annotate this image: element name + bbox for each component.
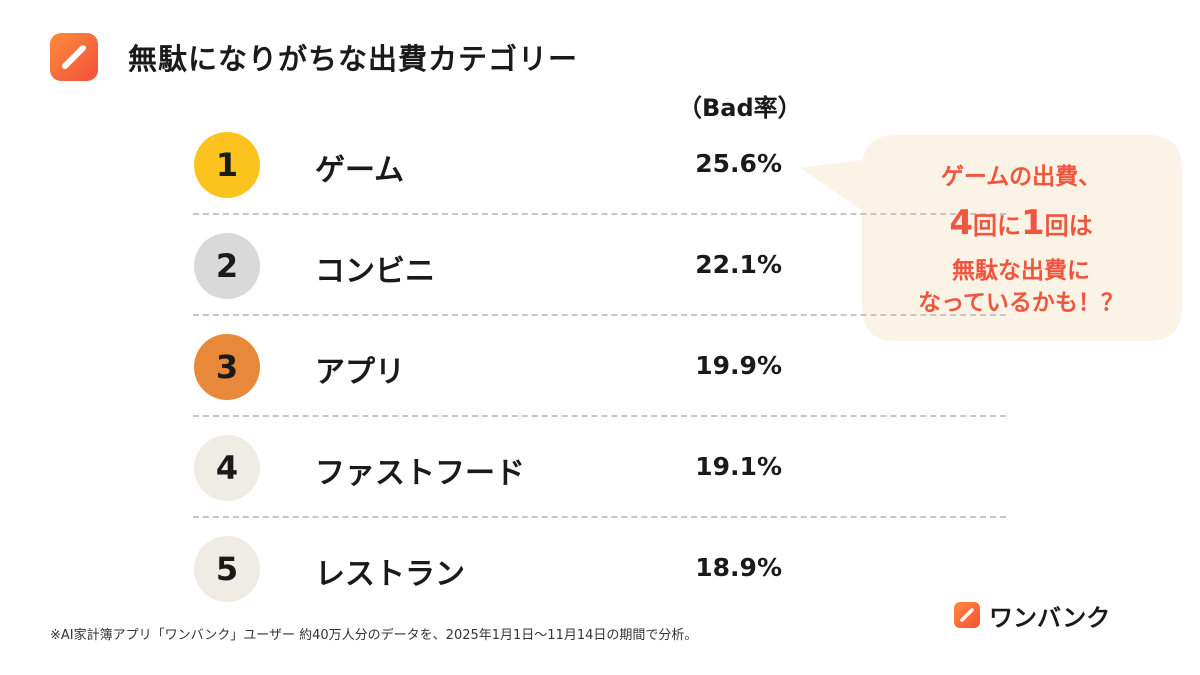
callout-line3: 無駄な出費に <box>952 258 1090 284</box>
callout-text1: 回に <box>973 212 1021 240</box>
bad-rate-value-1: 25.6% <box>695 149 782 178</box>
callout-text2: 回は <box>1044 212 1093 240</box>
app-logo-icon <box>50 33 98 81</box>
row-divider <box>193 213 1006 215</box>
brand-footer: ワンバンク <box>954 600 1111 632</box>
callout-line2: 4回に1回は <box>862 194 1180 255</box>
bad-rate-value-2: 22.1% <box>695 250 782 279</box>
footnote: ※AI家計簿アプリ「ワンバンク」ユーザー 約40万人分のデータを、2025年1月… <box>50 628 698 643</box>
row-divider <box>193 516 1006 518</box>
bad-rate-value-5: 18.9% <box>695 553 782 582</box>
rank-badge-3: 3 <box>194 334 260 400</box>
rank-badge-2: 2 <box>194 233 260 299</box>
pencil-icon <box>954 602 980 628</box>
callout-bubble-shape <box>800 135 1182 341</box>
callout-text: ゲームの出費、 4回に1回は 無駄な出費に なっているかも！？ <box>862 160 1180 319</box>
row-divider <box>193 314 1006 316</box>
category-label-1: ゲーム <box>315 153 405 188</box>
rank-badge-4: 4 <box>194 435 260 501</box>
bad-rate-value-3: 19.9% <box>695 351 782 380</box>
brand-name: ワンバンク <box>989 603 1111 632</box>
row-divider <box>193 415 1006 417</box>
category-label-4: ファストフード <box>315 456 525 491</box>
bad-rate-value-4: 19.1% <box>695 452 782 481</box>
category-label-2: コンビニ <box>315 254 435 289</box>
rank-badge-1: 1 <box>194 132 260 198</box>
rank-badge-5: 5 <box>194 536 260 602</box>
callout-line1: ゲームの出費、 <box>940 164 1102 190</box>
callout-num2: 1 <box>1021 203 1045 243</box>
callout-num1: 4 <box>949 203 973 243</box>
callout-line4: なっているかも！？ <box>918 290 1124 316</box>
category-label-5: レストラン <box>315 557 465 592</box>
column-header-bad-rate: （Bad率） <box>678 94 802 122</box>
page-title: 無駄になりがちな出費カテゴリー <box>128 42 579 76</box>
category-label-3: アプリ <box>315 355 405 390</box>
